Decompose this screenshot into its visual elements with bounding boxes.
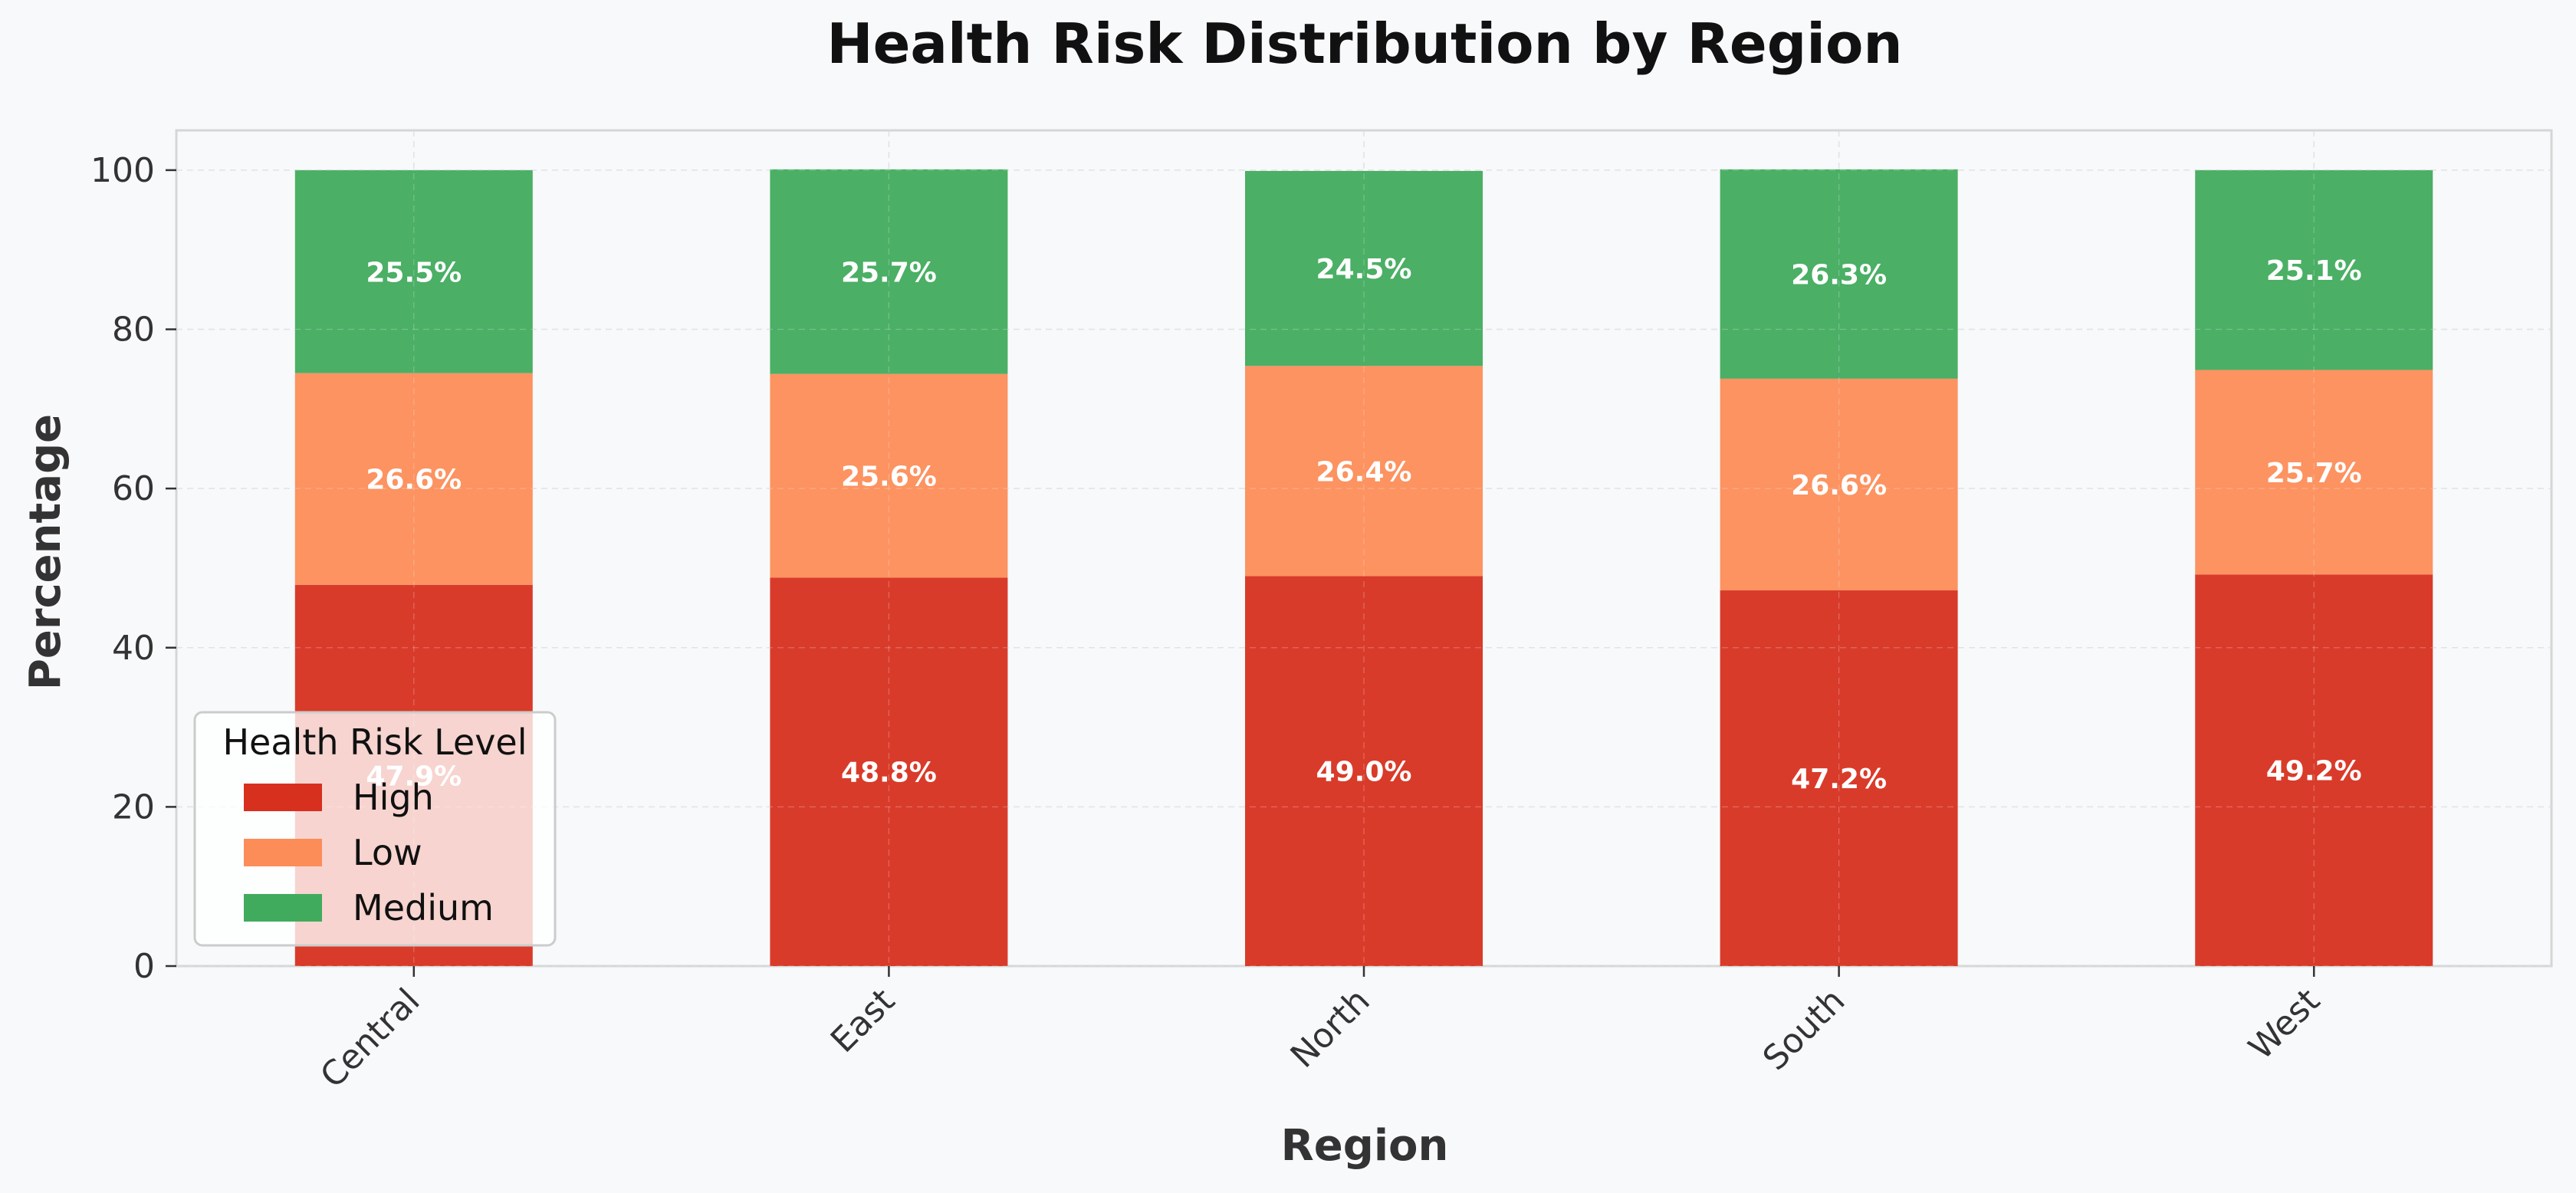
bar-segment-high <box>1720 590 1958 966</box>
bar-segment-high <box>2195 574 2433 966</box>
y-axis-ticks: 0 20 40 60 80 100 <box>90 151 176 986</box>
x-axis-label: Region <box>1281 1121 1449 1171</box>
data-label: 26.6% <box>366 465 462 496</box>
data-label: 49.0% <box>1316 757 1412 788</box>
data-label: 24.5% <box>1316 254 1412 285</box>
legend-swatch-medium <box>244 894 322 922</box>
bar-segment-low <box>770 373 1008 578</box>
bar-segment-high <box>1245 576 1483 966</box>
bar-segment-high <box>770 577 1008 966</box>
data-label: 49.2% <box>2266 756 2362 787</box>
bar-segment-medium <box>1720 169 1958 379</box>
y-tick-label: 40 <box>112 629 155 668</box>
bar-segment-low <box>1720 378 1958 591</box>
legend-entries: High Low Medium <box>244 777 494 928</box>
y-tick-label: 60 <box>112 469 155 508</box>
bar-segment-low <box>2195 370 2433 575</box>
legend-box <box>193 711 557 947</box>
y-tick-label: 0 <box>133 947 155 986</box>
y-tick-label: 100 <box>90 151 155 190</box>
grid-overlay <box>176 130 2551 967</box>
grid-lines <box>176 130 2551 967</box>
legend-swatch-low <box>244 839 322 866</box>
bar-segment-medium <box>1245 170 1483 366</box>
data-label: 48.8% <box>841 758 937 789</box>
bar-segment-low <box>1245 366 1483 577</box>
data-label: 25.5% <box>366 257 462 288</box>
legend-label-high: High <box>353 777 434 818</box>
y-axis-label: Percentage <box>21 414 71 690</box>
data-label: 26.3% <box>1791 259 1887 291</box>
chart-title: Health Risk Distribution by Region <box>826 12 1902 76</box>
legend-title: Health Risk Level <box>222 721 527 763</box>
data-label: 47.2% <box>1791 764 1887 795</box>
data-label: 26.6% <box>1791 470 1887 501</box>
data-label: 25.7% <box>841 257 937 288</box>
data-label: 25.1% <box>2266 255 2362 287</box>
data-label: 25.7% <box>2266 458 2362 489</box>
bar-segment-medium <box>770 169 1008 374</box>
y-tick-label: 20 <box>112 787 155 827</box>
data-label: 26.4% <box>1316 456 1412 488</box>
legend-label-medium: Medium <box>353 887 494 928</box>
bar-segment-low <box>294 373 533 585</box>
legend-swatch-high <box>244 784 322 811</box>
legend-label-low: Low <box>353 832 422 873</box>
bar-segment-medium <box>294 169 533 373</box>
y-tick-label: 80 <box>112 311 155 350</box>
bar-segment-medium <box>2195 169 2433 370</box>
legend: Health Risk Level High Low Medium <box>193 711 557 947</box>
data-label: 25.6% <box>841 462 937 493</box>
